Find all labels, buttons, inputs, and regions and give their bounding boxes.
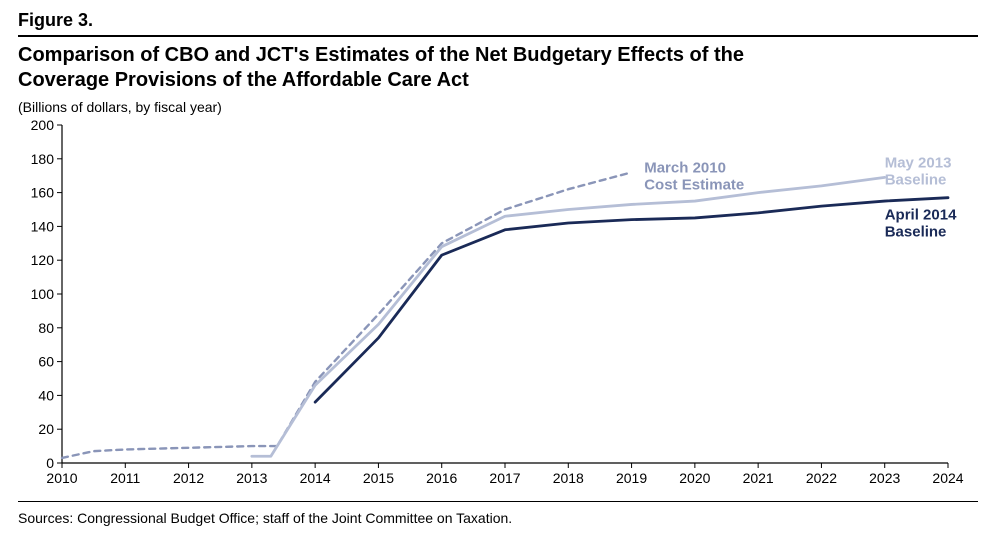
svg-text:2021: 2021: [743, 470, 774, 486]
svg-text:Cost Estimate: Cost Estimate: [644, 176, 744, 193]
svg-text:160: 160: [31, 185, 55, 201]
svg-text:200: 200: [31, 117, 55, 133]
svg-text:2017: 2017: [489, 470, 520, 486]
title-line-2: Coverage Provisions of the Affordable Ca…: [18, 69, 469, 91]
figure-title: Comparison of CBO and JCT's Estimates of…: [18, 43, 978, 93]
svg-text:80: 80: [38, 320, 54, 336]
svg-text:140: 140: [31, 218, 55, 234]
top-rule: [18, 35, 978, 37]
svg-text:May 2013: May 2013: [885, 154, 952, 171]
svg-text:2011: 2011: [110, 470, 140, 486]
svg-text:180: 180: [31, 151, 55, 167]
svg-text:2012: 2012: [173, 470, 204, 486]
figure-number: Figure 3.: [18, 10, 978, 31]
bottom-rule: [18, 501, 978, 502]
svg-text:2023: 2023: [869, 470, 900, 486]
svg-text:2020: 2020: [679, 470, 710, 486]
svg-text:Baseline: Baseline: [885, 171, 947, 188]
chart-area: 0 20 40 60 80 100 120 140 160 180 200 2010 2011 2012 2…: [18, 117, 978, 497]
svg-text:20: 20: [38, 421, 54, 437]
sources-text: Sources: Congressional Budget Office; st…: [18, 506, 978, 526]
svg-text:2013: 2013: [236, 470, 267, 486]
svg-text:Baseline: Baseline: [885, 224, 947, 241]
title-line-1: Comparison of CBO and JCT's Estimates of…: [18, 44, 744, 66]
svg-text:2024: 2024: [932, 470, 963, 486]
line-chart-svg: 0 20 40 60 80 100 120 140 160 180 200 2010 2011 2012 2…: [18, 117, 978, 497]
svg-text:March 2010: March 2010: [644, 159, 726, 176]
svg-text:60: 60: [38, 354, 54, 370]
svg-text:2019: 2019: [616, 470, 647, 486]
svg-text:2015: 2015: [363, 470, 394, 486]
svg-text:April 2014: April 2014: [885, 207, 957, 224]
svg-text:2010: 2010: [46, 470, 77, 486]
svg-text:120: 120: [31, 252, 55, 268]
svg-text:2018: 2018: [553, 470, 584, 486]
svg-text:0: 0: [46, 455, 54, 471]
svg-text:40: 40: [38, 387, 54, 403]
figure-page: Figure 3. Comparison of CBO and JCT's Es…: [0, 0, 996, 553]
svg-text:2022: 2022: [806, 470, 837, 486]
svg-text:100: 100: [31, 286, 55, 302]
svg-text:2014: 2014: [300, 470, 331, 486]
figure-subtitle: (Billions of dollars, by fiscal year): [18, 99, 978, 115]
svg-text:2016: 2016: [426, 470, 457, 486]
